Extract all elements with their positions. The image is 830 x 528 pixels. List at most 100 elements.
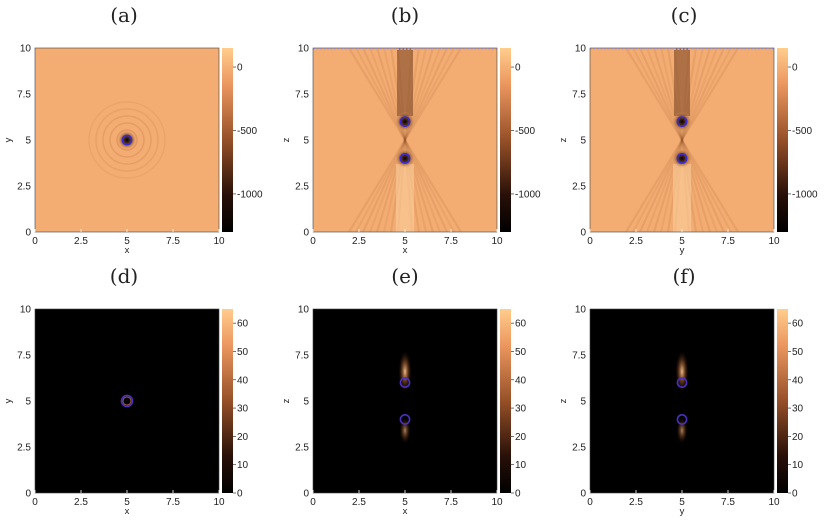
x-tick-label: 2.5 xyxy=(352,497,366,508)
x-tick-label: 5 xyxy=(124,497,130,508)
panel-d: (d) 0 2.5 5 7.5 10 0 2.5 5 7.5 10 x y 60 50 40 30 20 10 0 xyxy=(3,264,249,517)
y-tick-label: 7.5 xyxy=(572,351,586,362)
interference-band xyxy=(625,47,739,233)
vortex-ring xyxy=(120,394,134,408)
interference-band xyxy=(382,47,428,233)
density-lobe xyxy=(398,349,412,394)
interference-band xyxy=(389,47,421,233)
panel-c: (c) 0 2.5 5 7.5 10 0 2.5 5 7.5 10 y z 0 -500 -1000 xyxy=(558,3,818,256)
heatmap-background xyxy=(313,309,497,493)
x-tick-label: 0 xyxy=(587,236,593,247)
colorbar-tick-label: 30 xyxy=(792,404,804,415)
bright-column xyxy=(673,163,691,232)
colorbar-tick-label: 0 xyxy=(792,489,798,500)
colorbar-tick-label: 10 xyxy=(792,460,804,471)
density-ring xyxy=(122,396,132,406)
interference-band xyxy=(368,47,442,233)
x-axis-label: x xyxy=(125,506,130,517)
colorbar-tick-label: 30 xyxy=(237,404,249,415)
x-tick-label: 2.5 xyxy=(629,236,643,247)
vortex-ring xyxy=(399,152,411,164)
y-tick-label: 10 xyxy=(20,305,32,316)
x-tick-label: 2.5 xyxy=(74,236,88,247)
vortex-ring xyxy=(676,116,688,127)
interference-band xyxy=(396,47,414,233)
interference-ring xyxy=(102,115,152,165)
y-tick-label: 5 xyxy=(580,136,586,147)
x-tick-label: 7.5 xyxy=(721,497,735,508)
colorbar-tick-label: 40 xyxy=(515,375,527,386)
interference-band xyxy=(389,47,421,233)
interference-band xyxy=(645,47,719,233)
y-axis-label: z xyxy=(558,398,569,403)
interference-ring xyxy=(88,101,166,179)
interference-band xyxy=(375,47,435,233)
interference-band xyxy=(645,47,719,233)
y-axis-label: y xyxy=(3,398,14,403)
x-tick-label: 0 xyxy=(587,497,593,508)
heatmap-background xyxy=(313,48,497,232)
dark-column xyxy=(674,48,690,117)
x-tick-label: 10 xyxy=(491,236,503,247)
colorbar-tick-label: 60 xyxy=(237,319,249,330)
interference-band xyxy=(355,47,455,233)
interference-band xyxy=(666,47,698,233)
interference-band xyxy=(375,47,435,233)
bright-column xyxy=(396,163,414,232)
x-axis-label: x xyxy=(403,245,408,256)
y-tick-label: 2.5 xyxy=(17,443,31,454)
panel-f: (f) 0 2.5 5 7.5 10 0 2.5 5 7.5 10 y z 60 50 40 30 20 10 0 xyxy=(558,264,804,517)
y-tick-label: 5 xyxy=(25,136,31,147)
panel-b: (b) 0 2.5 5 7.5 10 0 2.5 5 7.5 10 x z 0 -500 -1000 xyxy=(281,3,541,256)
y-tick-label: 2.5 xyxy=(572,443,586,454)
colorbar-tick-label: 10 xyxy=(237,460,249,471)
colorbar-tick-label: 0 xyxy=(515,63,521,74)
interference-band xyxy=(659,47,705,233)
x-tick-label: 7.5 xyxy=(444,497,458,508)
colorbar xyxy=(777,309,788,493)
y-tick-label: 0 xyxy=(580,228,586,239)
colorbar-tick-label: 20 xyxy=(515,432,527,443)
interference-band xyxy=(673,47,691,233)
x-tick-label: 5 xyxy=(124,236,130,247)
colorbar-tick-label: 10 xyxy=(515,460,527,471)
y-axis-label: z xyxy=(558,137,569,142)
y-tick-label: 10 xyxy=(298,44,310,55)
x-tick-label: 7.5 xyxy=(166,497,180,508)
colorbar-tick-label: 20 xyxy=(792,432,804,443)
x-tick-label: 10 xyxy=(768,236,780,247)
vortex-ring xyxy=(676,152,688,164)
colorbar-tick-label: 0 xyxy=(792,63,798,74)
density-lobe xyxy=(675,349,689,394)
x-tick-label: 5 xyxy=(402,497,408,508)
x-tick-label: 2.5 xyxy=(352,236,366,247)
panel-title: (d) xyxy=(110,264,138,288)
colorbar-tick-label: 50 xyxy=(792,347,804,358)
interference-band xyxy=(382,47,428,233)
panel-title: (f) xyxy=(672,264,695,288)
x-tick-label: 5 xyxy=(679,497,685,508)
interference-band xyxy=(368,47,442,233)
interference-band xyxy=(361,47,449,233)
colorbar-tick-label: 60 xyxy=(515,319,527,330)
colorbar xyxy=(222,309,233,493)
x-tick-label: 10 xyxy=(491,497,503,508)
colorbar-tick-label: 50 xyxy=(515,347,527,358)
interference-band xyxy=(625,47,739,233)
potential-well xyxy=(395,111,415,132)
y-tick-label: 2.5 xyxy=(295,443,309,454)
vortex-ring xyxy=(121,134,133,146)
interference-band xyxy=(361,47,449,233)
y-tick-label: 0 xyxy=(303,489,309,500)
colorbar-tick-label: -1000 xyxy=(792,189,818,200)
colorbar xyxy=(777,48,788,232)
x-axis-label: x xyxy=(125,245,130,256)
y-tick-label: 5 xyxy=(25,397,31,408)
panel-e: (e) 0 2.5 5 7.5 10 0 2.5 5 7.5 10 x z 60 50 40 30 20 10 0 xyxy=(281,264,527,517)
interference-band xyxy=(348,47,462,233)
colorbar-tick-label: 20 xyxy=(237,432,249,443)
vortex-ring xyxy=(399,377,411,388)
panel-title: (b) xyxy=(391,3,419,27)
interference-band xyxy=(632,47,732,233)
